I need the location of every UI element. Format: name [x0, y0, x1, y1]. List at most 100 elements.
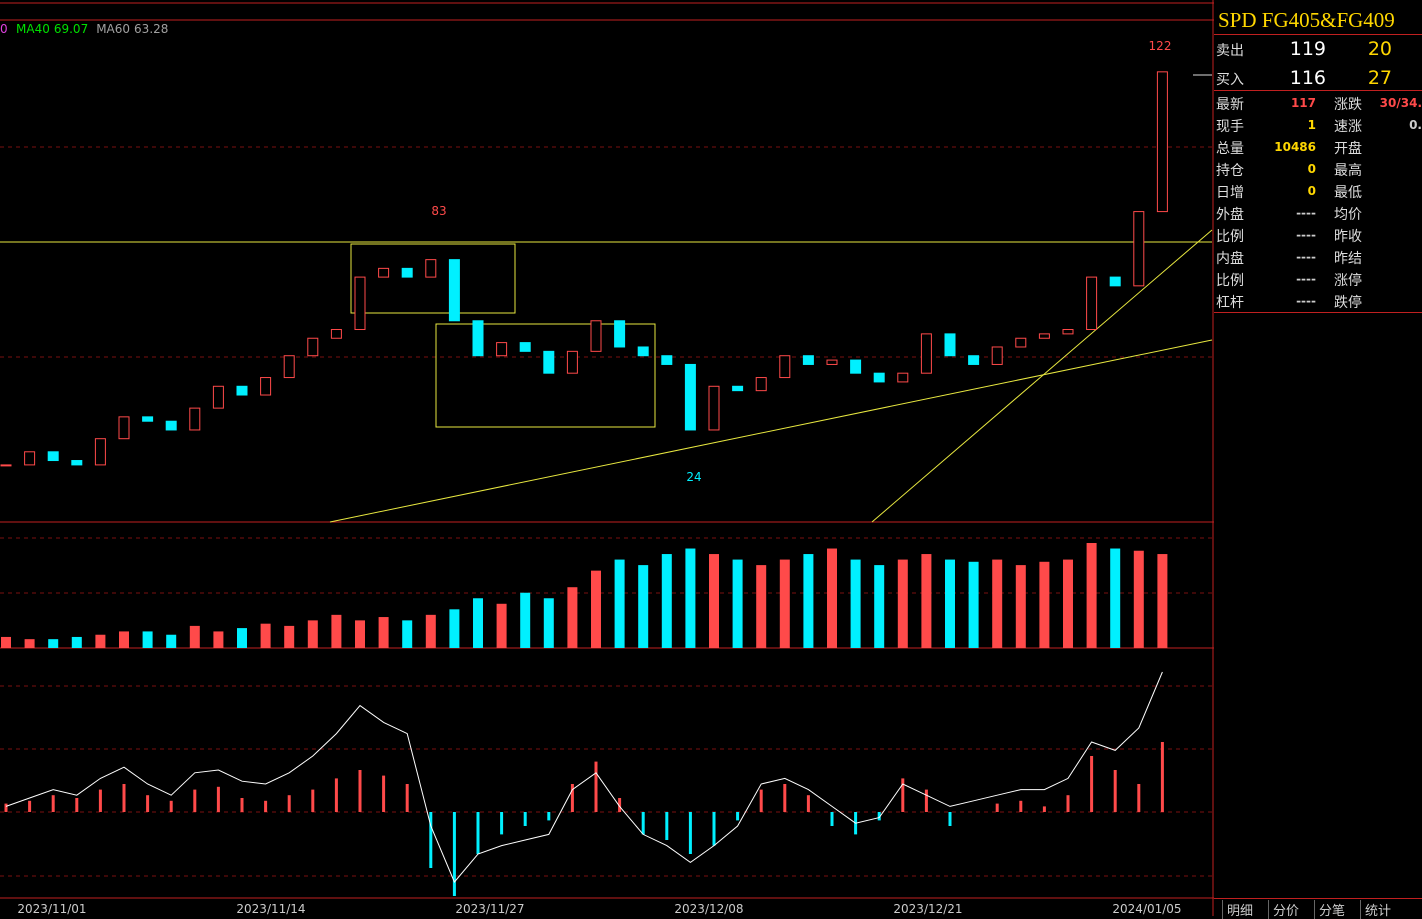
field-value: 117	[1290, 96, 1316, 110]
macd-bar	[830, 812, 834, 826]
candle	[637, 346, 649, 357]
field-value: 0	[1307, 162, 1316, 176]
candle	[684, 363, 696, 431]
macd-bar	[169, 800, 173, 812]
macd-bar	[216, 786, 220, 812]
candle	[1086, 276, 1098, 331]
drawing-lines	[0, 74, 1213, 523]
macd-bar	[806, 795, 810, 812]
volume-bar	[284, 625, 295, 648]
candle	[24, 451, 36, 466]
volume-bar	[945, 559, 955, 648]
macd-bar	[547, 812, 551, 821]
peak-label: 83	[431, 204, 446, 218]
field-label: 昨收	[1334, 229, 1362, 245]
volume-bar	[921, 554, 932, 648]
x-tick-label: 2024/01/05	[1112, 902, 1181, 916]
field-value: 1	[1307, 118, 1316, 132]
divider	[1214, 898, 1422, 899]
tab[interactable]: 分价	[1268, 900, 1299, 919]
candle	[826, 359, 838, 365]
legend-name: MA60	[96, 22, 130, 36]
tab[interactable]: 分笔	[1314, 900, 1345, 919]
candle	[920, 333, 932, 374]
volume-bar	[614, 559, 625, 648]
macd-bar	[688, 812, 692, 854]
candle	[0, 464, 12, 467]
volume-bar	[189, 625, 200, 648]
field-label: 昨结	[1334, 251, 1362, 267]
field-label: 最低	[1334, 185, 1362, 201]
candle	[165, 420, 177, 431]
candle	[1109, 276, 1121, 287]
legend-value: 63.28	[134, 22, 168, 36]
volume-bar	[425, 614, 436, 648]
macd-bar	[1113, 770, 1117, 812]
macd-bar	[264, 800, 268, 812]
divider	[1214, 34, 1422, 35]
volume-bar	[1157, 554, 1168, 648]
macd-bar	[641, 812, 645, 835]
macd-bar	[146, 795, 150, 812]
candle	[873, 372, 885, 383]
macd-bar	[193, 789, 197, 812]
macd-bar	[948, 812, 952, 826]
field-label: 涨停	[1334, 273, 1362, 289]
field-label: 最新	[1216, 97, 1244, 113]
candle	[897, 372, 909, 383]
candle	[944, 333, 956, 357]
panel-title: SPD FG405&FG409	[1218, 8, 1395, 32]
volume-bar	[24, 639, 35, 648]
macd-bar	[98, 789, 102, 812]
volume-bar	[803, 554, 814, 648]
macd-bar	[1019, 800, 1023, 812]
tab[interactable]: 统计	[1360, 900, 1391, 919]
volume-bar	[779, 559, 790, 648]
volume-bar	[119, 631, 129, 648]
volume-bar	[473, 598, 483, 648]
candle	[283, 355, 295, 379]
volume-bar	[48, 639, 59, 648]
macd-bar	[995, 803, 999, 812]
field-label: 杠杆	[1216, 295, 1244, 311]
x-tick-label: 2023/11/27	[455, 902, 524, 916]
volume-bar	[685, 548, 696, 648]
candle	[519, 342, 531, 352]
macd-bar	[783, 784, 787, 812]
field-label: 比例	[1216, 229, 1244, 245]
volume-bar	[307, 620, 318, 648]
tab[interactable]: 明细	[1222, 900, 1253, 919]
macd-bar	[334, 778, 338, 812]
low-label: 24	[686, 470, 701, 484]
field-label: 外盘	[1216, 207, 1244, 223]
volume-bar	[520, 592, 531, 648]
macd-bar	[51, 795, 55, 812]
volume-bar	[1, 636, 11, 648]
volume-bar	[1133, 550, 1144, 648]
candle	[118, 416, 130, 440]
candle	[401, 267, 413, 278]
candle	[94, 438, 106, 466]
macd-bar	[358, 770, 362, 812]
candle	[1156, 71, 1168, 213]
volume-bar	[213, 631, 224, 648]
x-tick-label: 2023/12/21	[893, 902, 962, 916]
candle	[991, 346, 1003, 365]
macd-bar	[665, 812, 669, 840]
volume-bar	[260, 623, 271, 648]
candle	[1133, 211, 1145, 287]
macd-bar	[429, 812, 433, 868]
field-label: 日增	[1216, 185, 1244, 201]
field-label: 跌停	[1334, 295, 1362, 311]
volume-bar	[1015, 565, 1026, 648]
macd-bar	[240, 798, 244, 812]
macd-bar	[405, 784, 409, 812]
field-label: 现手	[1216, 119, 1244, 135]
volume-bar	[1086, 543, 1097, 648]
volume-bar	[874, 565, 885, 648]
field-value: ----	[1296, 250, 1316, 264]
field-label: 总量	[1216, 141, 1244, 157]
field-label: 持仓	[1216, 163, 1244, 179]
candle	[708, 385, 720, 431]
